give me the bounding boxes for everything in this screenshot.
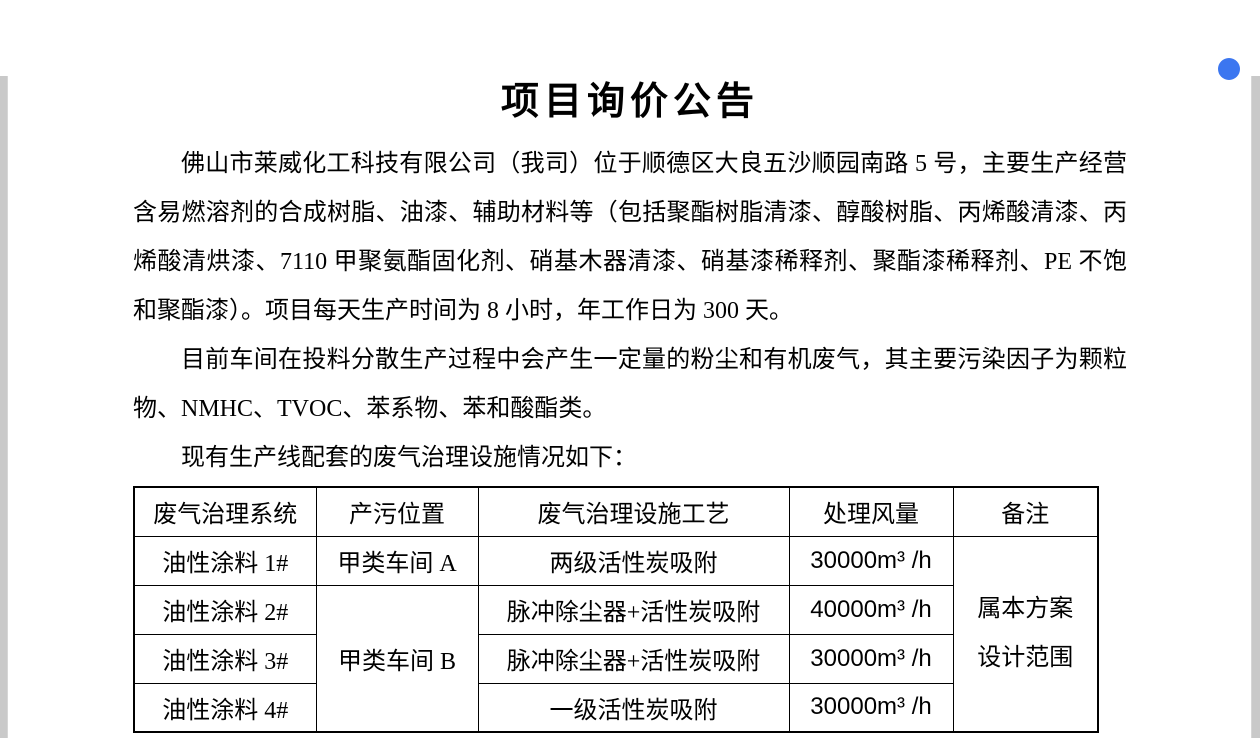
paragraph-pollution-factors: 目前车间在投料分散生产过程中会产生一定量的粉尘和有机废气，其主要污染因子为颗粒物…	[133, 347, 1127, 422]
remark-line-2: 设计范围	[977, 644, 1074, 671]
table-row: 油性涂料 1# 甲类车间 A 两级活性炭吸附 30000m³ /h 属本方案 设…	[133, 535, 1099, 733]
col-header-airflow: 处理风量	[788, 486, 954, 537]
cell-process: 脉冲除尘器+活性炭吸附	[477, 584, 790, 635]
cell-location-merged: 甲类车间 B	[315, 584, 479, 733]
cell-process: 两级活性炭吸附	[477, 535, 790, 586]
cell-airflow: 30000m³ /h	[788, 633, 954, 684]
paragraph-company-intro: 佛山市莱威化工科技有限公司（我司）位于顺德区大良五沙顺园南路 5 号，主要生产经…	[133, 151, 1127, 324]
document-body: 佛山市莱威化工科技有限公司（我司）位于顺德区大良五沙顺园南路 5 号，主要生产经…	[133, 140, 1127, 483]
cell-process: 脉冲除尘器+活性炭吸附	[477, 633, 790, 684]
cell-airflow: 30000m³ /h	[788, 535, 954, 586]
cell-system: 油性涂料 2#	[133, 584, 317, 635]
viewer-left-edge	[0, 76, 8, 738]
table-header-row: 废气治理系统 产污位置 废气治理设施工艺 处理风量 备注	[133, 486, 1099, 537]
cell-airflow: 40000m³ /h	[788, 584, 954, 635]
col-header-process: 废气治理设施工艺	[477, 486, 790, 537]
remark-line-1: 属本方案	[977, 595, 1074, 622]
table-row: 油性涂料 4# 一级活性炭吸附 30000m³ /h	[133, 682, 1098, 733]
document-page: 项目询价公告 佛山市莱威化工科技有限公司（我司）位于顺德区大良五沙顺园南路 5 …	[133, 76, 1127, 733]
scrollbar-track[interactable]	[1251, 76, 1260, 738]
cell-system: 油性涂料 4#	[133, 682, 317, 733]
cell-remark-merged: 属本方案 设计范围	[952, 535, 1099, 733]
col-header-location: 产污位置	[315, 486, 479, 537]
cell-process: 一级活性炭吸附	[477, 682, 790, 733]
col-header-system: 废气治理系统	[133, 486, 317, 537]
page-title: 项目询价公告	[500, 81, 759, 123]
cell-system: 油性涂料 1#	[133, 535, 317, 586]
cell-airflow: 30000m³ /h	[788, 682, 954, 733]
floating-action-button[interactable]	[1218, 58, 1240, 80]
col-header-remark: 备注	[952, 486, 1099, 537]
cell-system: 油性涂料 3#	[133, 633, 317, 684]
paragraph-table-lead-in: 现有生产线配套的废气治理设施情况如下：	[181, 445, 637, 471]
waste-gas-facilities-table: 废气治理系统 产污位置 废气治理设施工艺 处理风量 备注 油性涂料 1# 甲类车…	[133, 486, 1099, 733]
table-row: 油性涂料 3# 脉冲除尘器+活性炭吸附 30000m³ /h	[133, 633, 1098, 684]
cell-location: 甲类车间 A	[315, 535, 479, 586]
document-viewer: 项目询价公告 佛山市莱威化工科技有限公司（我司）位于顺德区大良五沙顺园南路 5 …	[0, 58, 1260, 738]
